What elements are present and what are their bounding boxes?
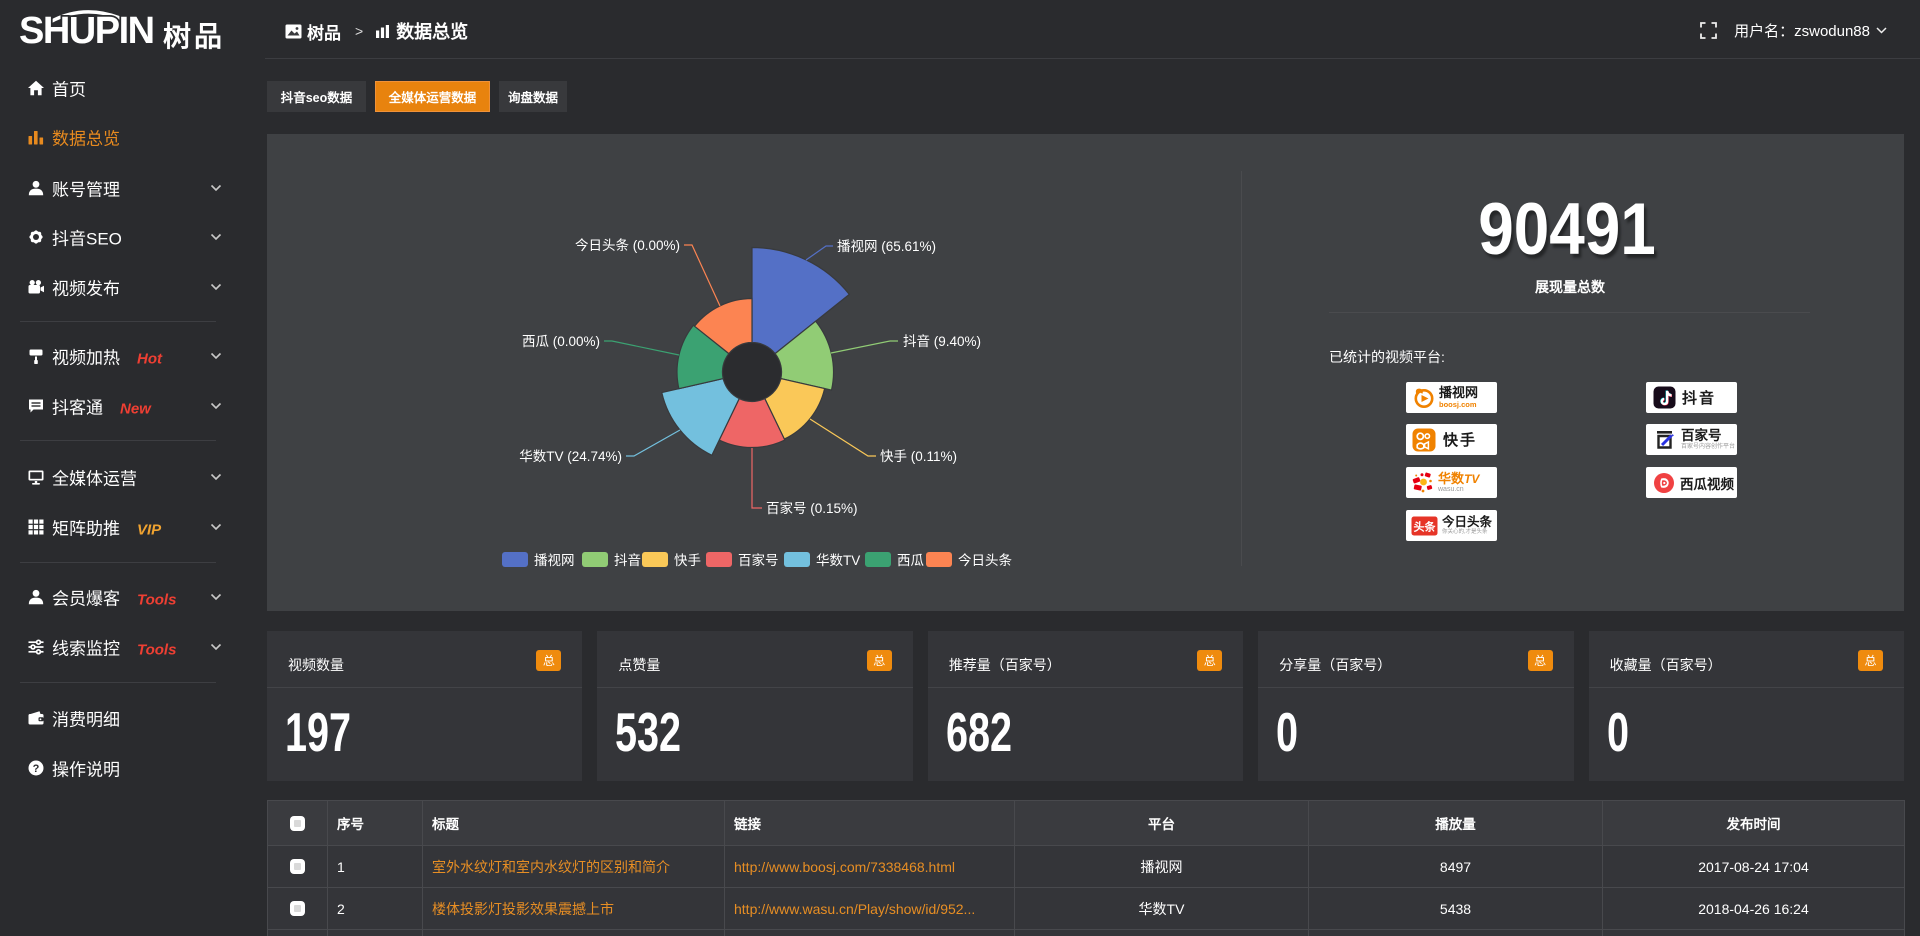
svg-text:?: ? <box>33 763 40 775</box>
svg-text:头条: 头条 <box>1414 519 1437 533</box>
svg-text:西瓜 (0.00%): 西瓜 (0.00%) <box>522 334 600 349</box>
svg-text:抖音 (9.40%): 抖音 (9.40%) <box>903 333 981 349</box>
svg-text:今日头条: 今日头条 <box>958 552 1012 568</box>
svg-text:树品: 树品 <box>163 21 225 52</box>
svg-text:播视网 (65.61%): 播视网 (65.61%) <box>837 239 936 254</box>
svg-text:华数TV (24.74%): 华数TV (24.74%) <box>519 449 622 464</box>
svg-text:快手 (0.11%): 快手 (0.11%) <box>880 449 957 464</box>
svg-text:西瓜: 西瓜 <box>897 553 925 568</box>
svg-text:播视网: 播视网 <box>534 553 575 568</box>
svg-text:SHUPIN: SHUPIN <box>20 10 154 52</box>
svg-text:百家号 (0.15%): 百家号 (0.15%) <box>766 500 858 516</box>
svg-text:百家号: 百家号 <box>738 552 779 568</box>
svg-text:抖音: 抖音 <box>614 552 641 568</box>
svg-text:今日头条 (0.00%): 今日头条 (0.00%) <box>575 237 680 253</box>
svg-text:华数TV: 华数TV <box>816 553 860 568</box>
svg-text:快手: 快手 <box>674 553 701 568</box>
